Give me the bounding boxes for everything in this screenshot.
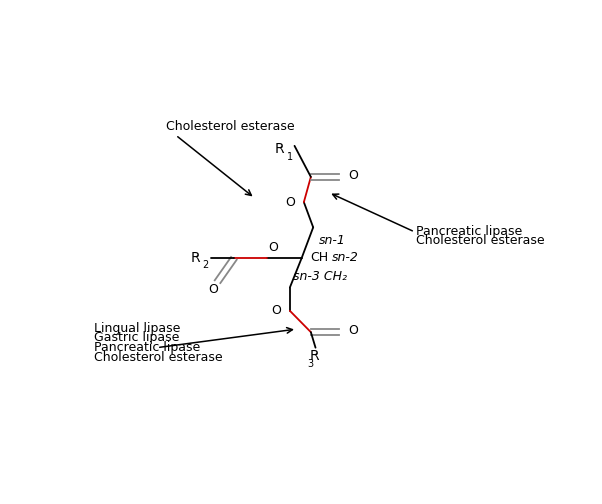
Text: O: O — [272, 304, 282, 318]
Text: O: O — [348, 169, 358, 182]
Text: Cholesterol esterase: Cholesterol esterase — [416, 234, 544, 247]
Text: R: R — [309, 349, 319, 363]
Text: Gastric lipase: Gastric lipase — [94, 332, 179, 344]
Text: sn-2: sn-2 — [332, 250, 359, 264]
Text: O: O — [208, 283, 218, 296]
Text: O: O — [285, 196, 296, 209]
Text: R: R — [191, 250, 200, 265]
Text: 2: 2 — [203, 261, 209, 270]
Text: O: O — [268, 241, 278, 254]
Text: sn-1: sn-1 — [319, 234, 346, 247]
Text: 1: 1 — [287, 152, 293, 162]
Text: Cholesterol esterase: Cholesterol esterase — [94, 351, 223, 364]
Text: Cholesterol esterase: Cholesterol esterase — [166, 120, 295, 133]
Text: R: R — [275, 142, 284, 156]
Text: Pancreatic lipase: Pancreatic lipase — [94, 341, 200, 354]
Text: Lingual lipase: Lingual lipase — [94, 322, 180, 335]
Text: O: O — [348, 325, 358, 338]
Text: 3: 3 — [307, 359, 313, 369]
Text: CH: CH — [310, 250, 328, 264]
Text: sn-3 CH₂: sn-3 CH₂ — [293, 270, 347, 283]
Text: Pancreatic lipase: Pancreatic lipase — [416, 225, 522, 238]
